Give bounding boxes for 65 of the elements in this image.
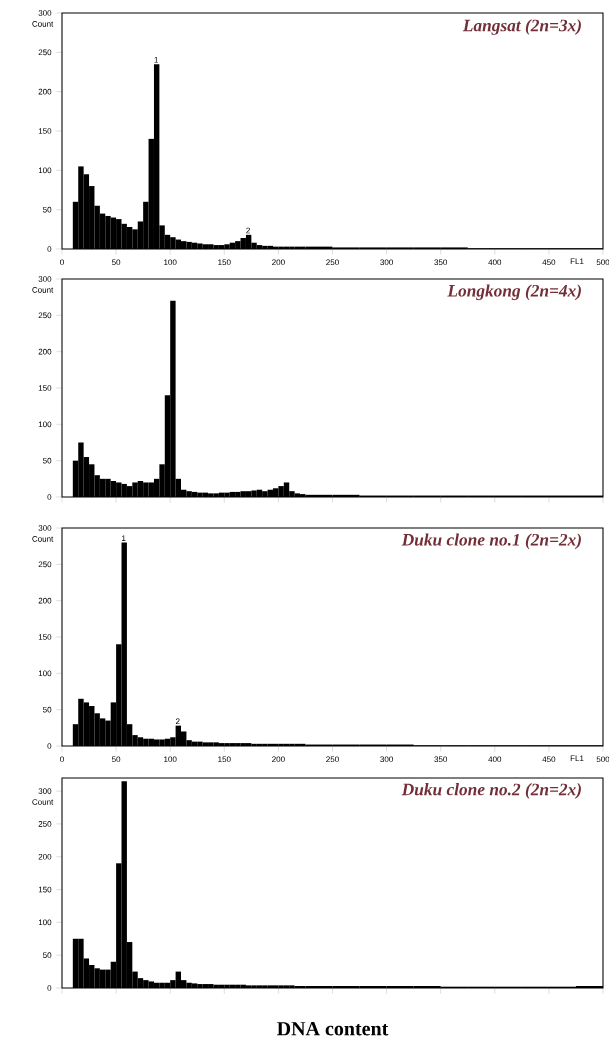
x-tick-label: 50: [111, 259, 121, 266]
x-tick-label: 150: [218, 259, 231, 266]
x-axis-title: FL1: [570, 258, 584, 265]
chart-title: Langsat (2n=3x): [462, 19, 581, 35]
x-tick-label: 450: [542, 259, 556, 266]
x-tick-label: 150: [218, 756, 231, 763]
y-axis-title: Count: [32, 287, 54, 293]
x-tick-label: 50: [111, 756, 121, 763]
x-tick-label: 300: [380, 259, 393, 266]
y-tick-label: 150: [38, 886, 52, 893]
y-tick-label: 50: [43, 706, 52, 713]
annotation: 2: [246, 227, 250, 234]
annotation: 2: [175, 718, 180, 725]
y-tick-label: 250: [38, 821, 52, 827]
y-tick-label: 300: [38, 525, 52, 531]
y-tick-label: 0: [47, 246, 52, 252]
y-tick-label: 50: [43, 206, 52, 213]
y-tick-label: 50: [43, 457, 52, 464]
y-tick-label: 100: [38, 919, 52, 926]
x-tick-label: 350: [434, 756, 448, 763]
chart-title: Longkong (2n=4x): [447, 284, 581, 301]
y-tick-label: 250: [38, 561, 52, 568]
annotation: 1: [122, 535, 126, 541]
y-tick-label: 150: [38, 128, 52, 134]
x-tick-label: 0: [60, 756, 64, 763]
x-tick-label: 350: [434, 259, 448, 266]
y-tick-label: 250: [38, 312, 52, 319]
y-tick-label: 100: [38, 421, 52, 428]
y-tick-label: 300: [38, 788, 52, 794]
x-axis-title: DNA content: [277, 1022, 389, 1036]
y-tick-label: 200: [38, 88, 52, 95]
y-tick-label: 150: [38, 634, 52, 640]
x-tick-label: 500: [596, 756, 609, 763]
annotation: 1: [154, 57, 158, 63]
x-tick-label: 0: [60, 259, 64, 266]
x-tick-label: 100: [164, 756, 177, 763]
y-tick-label: 100: [38, 167, 52, 174]
chart-title: Duku clone no.1 (2n=2x): [401, 533, 581, 550]
y-tick-label: 200: [38, 348, 52, 355]
y-axis-title: Count: [32, 536, 54, 542]
x-tick-label: 200: [272, 259, 285, 266]
y-tick-label: 0: [47, 985, 52, 991]
y-tick-label: 0: [47, 494, 52, 500]
y-tick-label: 200: [38, 597, 52, 604]
x-tick-label: 250: [326, 756, 339, 763]
x-tick-label: 250: [326, 259, 339, 266]
y-tick-label: 150: [38, 385, 52, 391]
y-axis-title: Count: [32, 799, 54, 805]
y-tick-label: 300: [38, 276, 52, 282]
y-tick-label: 100: [38, 670, 52, 677]
chart-title: Duku clone no.2 (2n=2x): [401, 783, 581, 799]
x-tick-label: 400: [488, 756, 502, 763]
x-tick-label: 200: [272, 756, 285, 763]
y-tick-label: 300: [38, 10, 52, 16]
y-tick-label: 250: [38, 49, 52, 56]
x-tick-label: 100: [164, 259, 177, 266]
y-axis-title: Count: [32, 21, 54, 27]
y-tick-label: 200: [38, 853, 52, 860]
x-tick-label: 450: [542, 756, 556, 763]
x-axis-title: FL1: [570, 755, 584, 762]
x-tick-label: 300: [380, 756, 393, 763]
y-tick-label: 0: [47, 743, 52, 749]
x-tick-label: 500: [596, 259, 609, 266]
x-tick-label: 400: [488, 259, 502, 266]
y-tick-label: 50: [43, 952, 52, 959]
